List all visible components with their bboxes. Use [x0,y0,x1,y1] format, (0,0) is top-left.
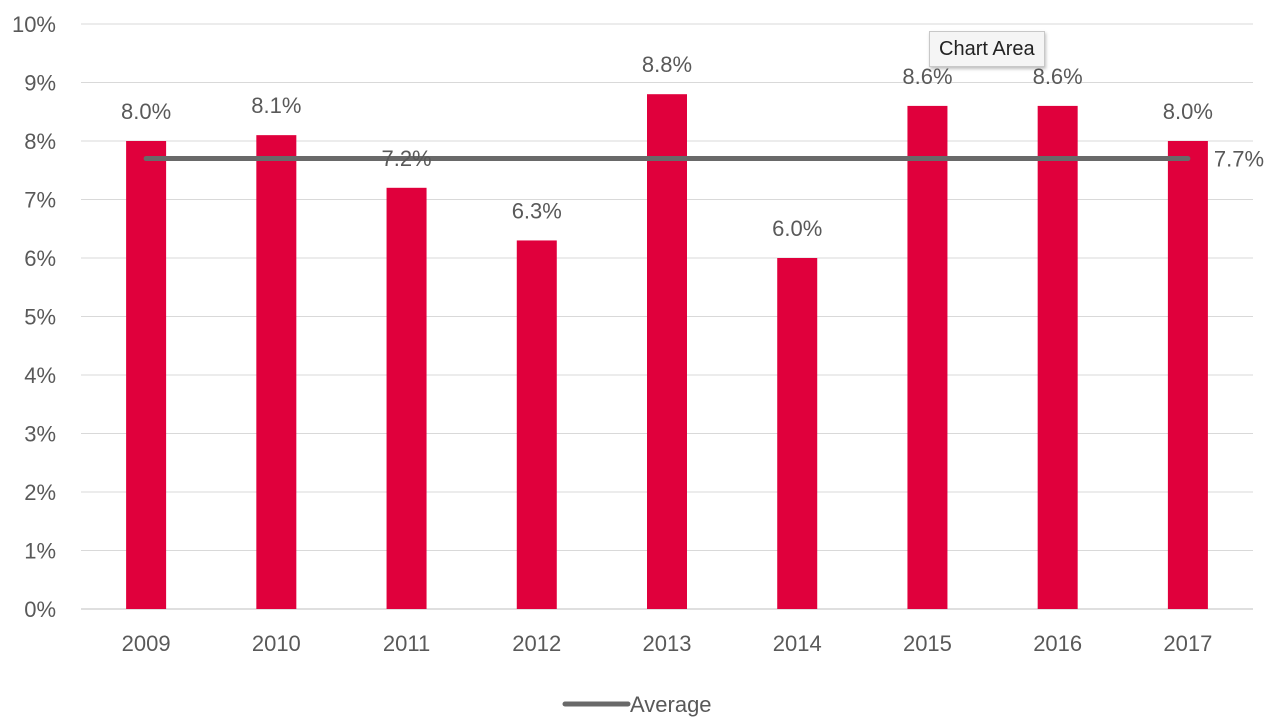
x-axis-tick-labels: 2009 2010 2011 2012 2013 2014 2015 2016 2017 [122,631,1213,656]
bar[interactable] [907,105,948,610]
x-tick-label: 2014 [773,631,822,656]
data-labels: 8.0% 8.1% 7.2% 6.3% 8.8% 6.0% 8.6% 8.6% 8.0% [121,52,1213,241]
y-tick-label: 9% [24,71,56,96]
x-tick-label: 2013 [643,631,692,656]
legend-average-label: Average [630,692,712,717]
bar[interactable] [1037,105,1078,610]
y-tick-label: 4% [24,363,56,388]
bar[interactable] [647,94,687,609]
bar[interactable] [386,187,427,610]
y-tick-label: 2% [24,480,56,505]
y-tick-label: 6% [24,246,56,271]
bar-data-label: 8.8% [642,52,692,77]
average-data-label: 7.7% [1214,147,1264,172]
bar-data-label: 8.1% [251,93,301,118]
x-tick-label: 2012 [512,631,561,656]
bar[interactable] [256,135,297,609]
x-tick-label: 2017 [1163,631,1212,656]
bar-data-label: 7.2% [381,146,431,171]
y-tick-label: 3% [24,422,56,447]
chart-area-tooltip: Chart Area [929,31,1045,67]
bar-data-label: 8.6% [1033,64,1083,89]
bar[interactable] [516,240,557,609]
x-tick-label: 2011 [383,631,430,656]
bar-data-label: 6.0% [772,216,822,241]
x-tick-label: 2015 [903,631,952,656]
y-tick-label: 8% [24,129,56,154]
x-tick-label: 2009 [122,631,171,656]
bar[interactable] [1167,141,1208,609]
y-tick-label: 7% [24,188,56,213]
bar[interactable] [126,141,167,609]
y-tick-label: 5% [24,305,56,330]
average-series: 7.7% [143,147,1264,172]
legend[interactable]: Average [562,692,712,717]
y-tick-label: 1% [24,539,56,564]
bar[interactable] [777,258,818,609]
x-tick-label: 2010 [252,631,301,656]
bar-data-label: 8.0% [1163,99,1213,124]
y-tick-label: 0% [24,597,56,622]
bar-data-label: 8.6% [902,64,952,89]
bars [126,94,1208,610]
bar-data-label: 8.0% [121,99,171,124]
y-tick-label: 10% [12,12,56,37]
x-tick-label: 2016 [1033,631,1082,656]
bar-data-label: 6.3% [512,198,562,223]
y-axis-tick-labels: 0% 1% 2% 3% 4% 5% 6% 7% 8% 9% 10% [12,12,56,622]
